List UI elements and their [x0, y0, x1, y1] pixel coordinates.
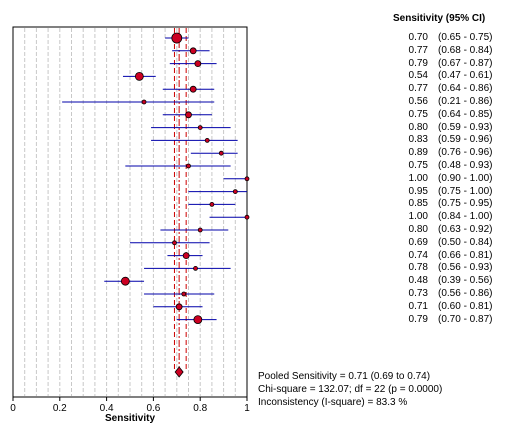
study-ci-label: (0.76 - 0.96)	[438, 147, 493, 159]
study-estimate-label: 0.85	[408, 198, 428, 210]
study-estimate-label: 0.89	[408, 147, 428, 159]
study-point	[197, 125, 203, 130]
study-estimate-label: 0.69	[408, 236, 428, 248]
study-point	[172, 240, 177, 246]
study-ci-label: (0.66 - 0.81)	[438, 249, 493, 261]
study-point	[120, 276, 130, 286]
x-tick-label: 0.4	[100, 403, 114, 414]
study-ci-label: (0.60 - 0.81)	[438, 300, 493, 312]
study-point	[209, 201, 215, 207]
summary-line: Chi-square = 132.07; df = 22 (p = 0.0000…	[258, 384, 443, 395]
study-point	[232, 189, 238, 195]
study-point	[189, 85, 197, 93]
study-estimate-label: 0.75	[408, 108, 428, 120]
study-estimate-label: 0.77	[408, 83, 428, 95]
x-tick-label: 0.6	[146, 403, 160, 414]
study-ci-label: (0.67 - 0.87)	[438, 57, 493, 69]
study-estimate-label: 0.73	[408, 288, 428, 299]
study-marks	[62, 32, 250, 325]
study-point	[244, 214, 250, 220]
study-ci-label: (0.63 - 0.92)	[438, 224, 493, 235]
study-point	[194, 60, 202, 67]
study-ci-label: (0.75 - 0.95)	[438, 198, 493, 210]
x-tick-label: 1	[244, 403, 250, 414]
study-ci-label: (0.59 - 0.96)	[438, 134, 493, 146]
study-point	[134, 72, 144, 81]
study-ci-label: (0.64 - 0.86)	[438, 83, 493, 95]
x-axis-label: Sensitivity	[105, 413, 155, 424]
study-point	[185, 111, 192, 119]
study-ci-label: (0.21 - 0.86)	[438, 96, 493, 107]
study-ci-label: (0.75 - 1.00)	[438, 185, 493, 197]
study-estimate-label: 0.77	[408, 44, 428, 56]
study-point	[141, 99, 147, 105]
study-estimate-label: 0.75	[408, 160, 428, 171]
study-point	[197, 227, 203, 233]
study-estimate-label: 0.54	[408, 70, 428, 82]
study-point	[204, 137, 210, 143]
x-tick-label: 0.8	[193, 403, 207, 414]
x-tick-label: 0.2	[53, 403, 67, 414]
study-ci-label: (0.64 - 0.85)	[438, 108, 493, 120]
study-ci-label: (0.65 - 0.75)	[438, 32, 493, 43]
study-estimate-label: 1.00	[408, 211, 428, 223]
pooled-lines	[173, 28, 187, 378]
study-estimate-label: 0.71	[408, 300, 428, 312]
study-estimate-label: 0.83	[408, 134, 428, 146]
study-estimate-label: 0.74	[408, 249, 428, 261]
study-ci-label: (0.70 - 0.87)	[438, 313, 493, 325]
x-axis: 0 0.2 0.4 0.6 0.8 1	[10, 397, 250, 414]
study-estimate-label: 0.48	[408, 275, 428, 287]
summary-line: Pooled Sensitivity = 0.71 (0.69 to 0.74)	[258, 371, 431, 382]
study-point	[182, 252, 190, 260]
study-ci-label: (0.50 - 0.84)	[438, 236, 493, 248]
study-estimate-label: 0.95	[408, 185, 428, 197]
study-point	[218, 150, 224, 156]
summary-line: Inconsistency (I-square) = 83.3 %	[258, 397, 408, 408]
study-estimate-label: 0.80	[408, 224, 428, 235]
study-ci-label: (0.39 - 0.56)	[438, 275, 493, 287]
study-ci-label: (0.84 - 1.00)	[438, 211, 493, 223]
study-ci-label: (0.59 - 0.93)	[438, 121, 493, 133]
study-point	[193, 265, 198, 271]
study-point	[186, 163, 191, 169]
study-ci-label: (0.56 - 0.86)	[438, 288, 493, 299]
study-point	[244, 176, 250, 182]
study-estimate-label: 0.79	[408, 57, 428, 69]
study-estimate-label: 0.56	[408, 96, 428, 107]
study-ci-label: (0.47 - 0.61)	[438, 70, 493, 82]
study-point	[181, 291, 187, 297]
study-estimate-label: 0.79	[408, 313, 428, 325]
study-point	[193, 315, 203, 325]
study-point	[171, 32, 183, 44]
study-estimate-label: 0.70	[408, 32, 428, 43]
study-ci-label: (0.68 - 0.84)	[438, 44, 493, 56]
study-estimate-label: 0.80	[408, 121, 428, 133]
study-estimate-label: 1.00	[408, 172, 428, 184]
x-tick-label: 0	[10, 403, 16, 414]
pooled-diamond	[174, 366, 184, 378]
study-ci-label: (0.90 - 1.00)	[438, 172, 493, 184]
table-header: Sensitivity (95% CI)	[393, 13, 486, 24]
study-ci-label: (0.48 - 0.93)	[438, 160, 493, 171]
study-estimate-label: 0.78	[408, 262, 428, 274]
study-ci-label: (0.56 - 0.93)	[438, 262, 493, 274]
study-point	[175, 303, 183, 311]
study-point	[189, 47, 197, 55]
